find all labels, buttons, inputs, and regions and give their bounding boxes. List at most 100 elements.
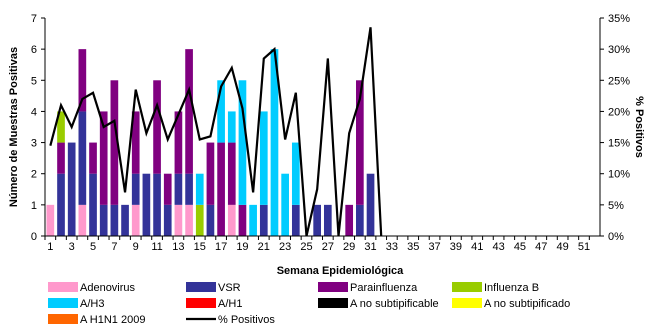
x-tick-label: 23 <box>279 241 291 253</box>
x-tick-label: 7 <box>111 241 117 253</box>
legend-swatch <box>48 282 78 292</box>
bar-vsr-week-16 <box>206 204 215 236</box>
x-tick-label: 27 <box>322 241 334 253</box>
bar-influenza-b-week-15 <box>195 204 204 236</box>
bar-vsr-week-5 <box>89 173 97 236</box>
legend-label: VSR <box>218 282 241 294</box>
y2-tick-label: 10% <box>608 169 630 181</box>
y-tick-label: 6 <box>31 44 37 56</box>
legend-item: A no subtipificado <box>452 298 570 310</box>
bar-a-h3-week-19 <box>238 80 247 205</box>
bar-vsr-week-24 <box>291 204 300 236</box>
bar-parainfluenza-week-6 <box>99 111 108 205</box>
bar-parainfluenza-week-5 <box>89 142 97 174</box>
legend-item: A no subtipificable <box>318 298 439 310</box>
legend: Adenovirus VSR Parainfluenza Influenza B A/H… <box>48 282 570 326</box>
bar-vsr-week-4 <box>78 111 87 205</box>
x-tick-label: 21 <box>258 241 270 253</box>
bar-layer <box>46 49 375 236</box>
y-tick-label: 0 <box>31 231 37 243</box>
x-tick-label: 33 <box>386 241 398 253</box>
legend-label: Adenovirus <box>80 282 136 294</box>
bar-influenza-b-week-2 <box>57 111 65 143</box>
legend-swatch <box>318 282 348 292</box>
x-tick-label: 11 <box>151 241 162 253</box>
bar-parainfluenza-week-9 <box>131 111 140 174</box>
bar-parainfluenza-week-12 <box>163 173 172 205</box>
bar-vsr-week-3 <box>67 142 76 236</box>
x-tick-label: 39 <box>450 241 462 253</box>
bar-a-h3-week-24 <box>291 142 300 205</box>
x-tick-label: 3 <box>69 241 75 253</box>
legend-swatch <box>186 298 216 308</box>
legend-label: A no subtipificable <box>350 298 439 310</box>
bar-parainfluenza-week-30 <box>356 80 364 205</box>
y-axis-title: Número de Muestras Positivas <box>8 47 20 207</box>
y-tick-label: 5 <box>31 75 37 87</box>
bar-vsr-week-12 <box>163 204 172 236</box>
x-tick-label: 51 <box>578 241 590 253</box>
legend-label: A H1N1 2009 <box>80 314 145 326</box>
legend-label: Parainfluenza <box>350 282 418 294</box>
bar-adenovirus-week-14 <box>185 204 193 236</box>
x-tick-label: 47 <box>535 241 547 253</box>
bar-a-h3-week-17 <box>217 80 225 143</box>
x-tick-label: 19 <box>236 241 248 253</box>
legend-item: Influenza B <box>452 282 539 294</box>
x-tick-label: 45 <box>514 241 526 253</box>
y2-tick-label: 30% <box>608 44 630 56</box>
bar-parainfluenza-week-18 <box>227 142 236 205</box>
percent-line-layer <box>49 27 383 237</box>
y2-axis-ticks: 0% 5% 10% 15% 20% 25% 30% 35% <box>600 13 630 243</box>
bar-parainfluenza-week-14 <box>185 49 193 174</box>
bar-parainfluenza-week-19 <box>238 204 247 236</box>
legend-item: % Positivos <box>186 314 275 326</box>
bar-vsr-week-6 <box>99 204 108 236</box>
bar-vsr-week-8 <box>121 204 129 236</box>
x-tick-label: 37 <box>428 241 440 253</box>
bar-parainfluenza-week-17 <box>217 142 225 236</box>
y2-tick-label: 35% <box>608 13 630 25</box>
bar-a-h3-week-15 <box>195 173 204 205</box>
bar-parainfluenza-week-16 <box>206 142 215 205</box>
y2-tick-label: 25% <box>608 75 630 87</box>
y-axis-ticks: 0 1 2 3 4 5 6 7 <box>31 13 45 243</box>
bar-vsr-week-9 <box>131 173 140 205</box>
x-tick-label: 17 <box>215 241 227 253</box>
y2-tick-label: 0% <box>608 231 624 243</box>
bar-parainfluenza-week-29 <box>345 204 354 236</box>
legend-swatch <box>452 298 482 308</box>
bar-a-h3-week-20 <box>249 204 257 236</box>
legend-label: A/H1 <box>218 298 242 310</box>
bar-vsr-week-30 <box>356 204 364 236</box>
bar-parainfluenza-week-7 <box>110 80 119 205</box>
legend-swatch <box>186 282 216 292</box>
y2-tick-label: 20% <box>608 106 630 118</box>
y2-tick-label: 5% <box>608 200 624 212</box>
x-tick-label: 15 <box>194 241 206 253</box>
x-axis-title: Semana Epidemiológica <box>277 265 404 277</box>
bar-adenovirus-week-1 <box>46 204 55 236</box>
bar-vsr-week-2 <box>57 173 65 236</box>
x-tick-label: 35 <box>407 241 419 253</box>
bar-parainfluenza-week-13 <box>174 111 183 174</box>
x-axis-ticks: 1 3 5 7 9 11 13 15 17 19 21 23 25 27 29 31 33 35 37 39 41 43 4… <box>44 236 590 253</box>
bar-adenovirus-week-4 <box>78 204 87 236</box>
legend-item: Adenovirus <box>48 282 136 294</box>
y2-axis-title: % Positivos <box>633 96 645 158</box>
bar-vsr-week-27 <box>323 204 332 236</box>
x-tick-label: 29 <box>343 241 355 253</box>
bar-vsr-week-26 <box>313 204 321 236</box>
bar-parainfluenza-week-2 <box>57 142 65 174</box>
y2-tick-label: 15% <box>608 138 630 150</box>
bar-a-h3-week-21 <box>259 111 268 205</box>
legend-label: Influenza B <box>484 282 539 294</box>
legend-item: Parainfluenza <box>318 282 418 294</box>
bar-a-h3-week-18 <box>227 111 236 143</box>
legend-swatch <box>48 314 78 324</box>
y-tick-label: 7 <box>31 13 37 25</box>
y-tick-label: 3 <box>31 138 37 150</box>
bar-vsr-week-31 <box>366 173 375 236</box>
y-tick-label: 4 <box>31 106 37 118</box>
bar-parainfluenza-week-4 <box>78 49 87 112</box>
